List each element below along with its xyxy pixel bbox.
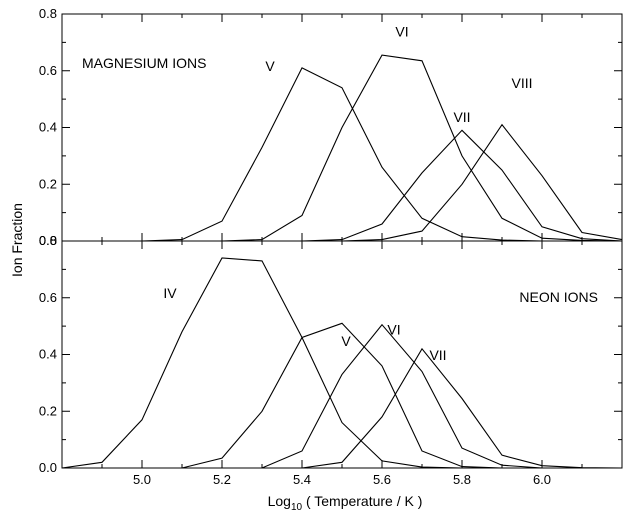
bottom-panel: 0.0 0.2 0.4 0.6 0.8 5.0 5.2 5.4 5.6 5.8 6.0 IV V VI VI… — [39, 233, 623, 487]
y-tick-label: 0.2 — [39, 403, 57, 418]
x-tick-label: 6.0 — [533, 472, 551, 487]
y-tick-label: 0.4 — [39, 120, 57, 135]
series-label-v: V — [265, 58, 275, 74]
series-line-vi — [62, 323, 622, 469]
series-line-v — [62, 67, 622, 242]
series-line-vii — [62, 347, 623, 469]
series-line-vii — [62, 129, 623, 242]
series-line-iv — [61, 257, 622, 469]
top-panel-title: MAGNESIUM IONS — [82, 55, 206, 71]
bottom-plot-frame — [61, 240, 623, 469]
y-tick-label: 0.4 — [39, 347, 57, 362]
y-tick-label: 0.0 — [39, 460, 57, 475]
top-panel: 0.0 0.2 0.4 0.6 0.8 V VI VII VIII MAGNESIUM IONS — [39, 6, 623, 248]
x-tick-label: 5.6 — [373, 472, 391, 487]
series-line-v — [62, 322, 622, 469]
series-label-vi: VI — [387, 322, 400, 338]
bottom-panel-title: NEON IONS — [519, 289, 598, 305]
y-tick-label: 0.8 — [39, 6, 57, 21]
series-label-v: V — [341, 333, 351, 349]
series-label-vi: VI — [395, 24, 408, 40]
x-tick-label: 5.4 — [293, 472, 311, 487]
x-tick-label: 5.2 — [213, 472, 231, 487]
series-line-vi — [62, 54, 623, 242]
series-label-vii: VII — [453, 109, 470, 125]
y-tick-label: 0.6 — [39, 290, 57, 305]
y-tick-label: 0.2 — [39, 176, 57, 191]
y-axis-label: Ion Fraction — [9, 203, 25, 277]
x-axis-label: Log10 ( Temperature / K ) — [268, 493, 423, 513]
series-label-iv: IV — [163, 285, 177, 301]
y-tick-label: 0.0 — [39, 233, 57, 248]
x-tick-label: 5.0 — [133, 472, 151, 487]
series-label-viii: VIII — [511, 75, 532, 91]
y-tick-label: 0.8 — [39, 233, 57, 248]
x-tick-label: 5.8 — [453, 472, 471, 487]
y-tick-label: 0.6 — [39, 63, 57, 78]
series-label-vii: VII — [429, 347, 446, 363]
series-line-viii — [62, 123, 623, 242]
